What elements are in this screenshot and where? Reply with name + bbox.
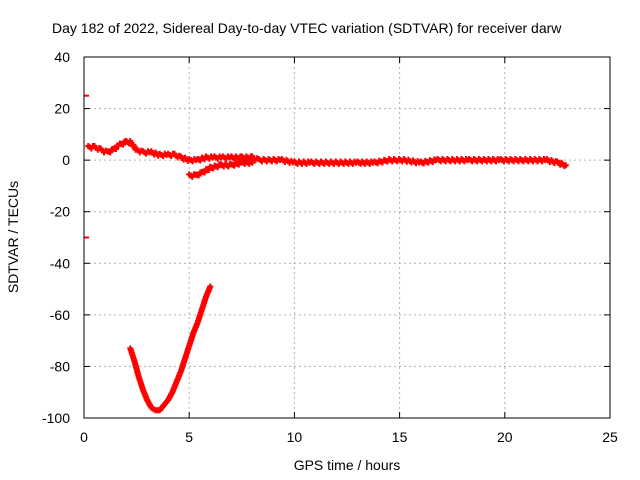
y-tick-label: 20 [54,101,70,117]
series-edge-marks [84,94,89,239]
x-tick-label: 10 [287,429,303,445]
plot-area [84,94,569,414]
data-point [562,162,569,169]
x-tick-label: 5 [185,429,193,445]
data-point [195,172,202,179]
x-axis-label: GPS time / hours [294,457,401,473]
data-point [207,283,214,290]
y-tick-label: -80 [50,358,70,374]
y-axis-label: SDTVAR / TECUs [5,181,21,293]
axis-ticks: 0 5 10 15 20 25 -100 -80 -60 -40 -20 0 20 40 [42,49,618,445]
series-dip [127,283,214,414]
y-tick-label: -100 [42,410,70,426]
series-main-track [85,137,569,170]
series-lower-branch [186,158,256,180]
data-point [119,141,126,148]
x-tick-label: 0 [80,429,88,445]
y-tick-label: 0 [62,152,70,168]
y-tick-label: -20 [50,204,70,220]
chart-title: Day 182 of 2022, Sidereal Day-to-day VTE… [52,20,562,36]
y-tick-label: 40 [54,49,70,65]
gridlines [84,57,610,418]
x-tick-label: 15 [392,429,408,445]
x-tick-label: 20 [497,429,513,445]
y-tick-label: -60 [50,307,70,323]
data-point [249,159,256,166]
y-tick-label: -40 [50,255,70,271]
data-point [112,145,119,152]
data-point [107,149,114,156]
plot-frame [83,56,611,419]
x-tick-label: 25 [602,429,618,445]
